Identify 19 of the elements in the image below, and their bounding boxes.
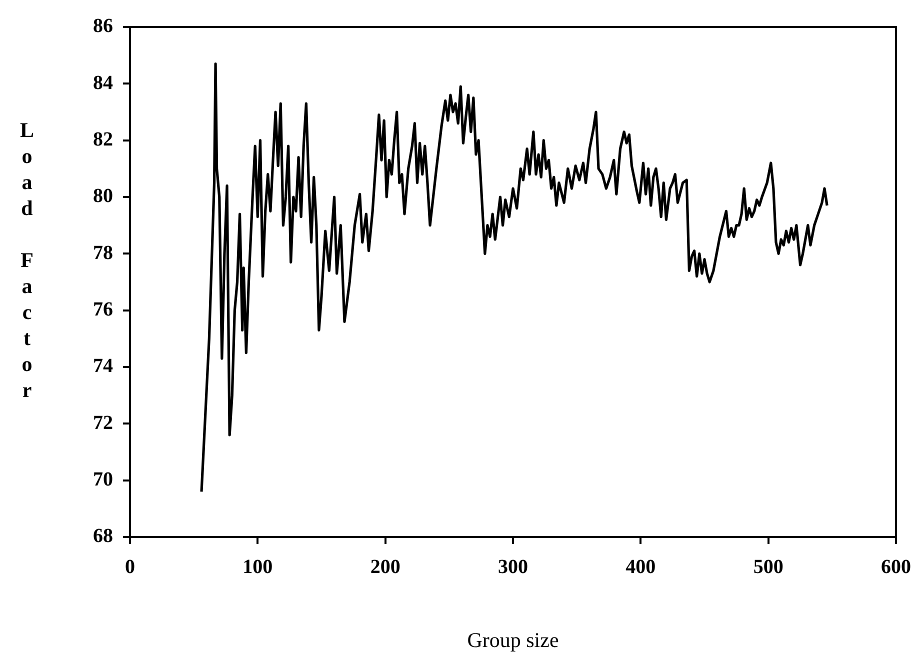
x-axis-title: Group size: [467, 628, 559, 652]
x-tick-label: 600: [881, 556, 911, 578]
x-tick-label: 300: [498, 556, 528, 578]
x-tick-label: 200: [370, 556, 400, 578]
x-tick-label: 0: [125, 556, 135, 578]
y-tick-label: 78: [93, 242, 113, 264]
y-tick-label: 68: [93, 525, 113, 548]
y-tick-label: 80: [93, 185, 113, 208]
y-tick-label: 72: [93, 412, 113, 434]
x-tick-label: 100: [242, 556, 273, 578]
x-tick-label: 500: [753, 556, 784, 578]
y-axis-title: Load Factor: [14, 118, 39, 404]
y-tick-label: 74: [93, 355, 113, 378]
y-tick-label: 70: [93, 468, 113, 491]
y-tick-label: 76: [93, 298, 113, 321]
x-tick-label: 400: [626, 556, 656, 578]
y-tick-label: 82: [93, 128, 113, 151]
y-tick-label: 86: [93, 15, 113, 38]
y-tick-label: 84: [93, 72, 113, 94]
